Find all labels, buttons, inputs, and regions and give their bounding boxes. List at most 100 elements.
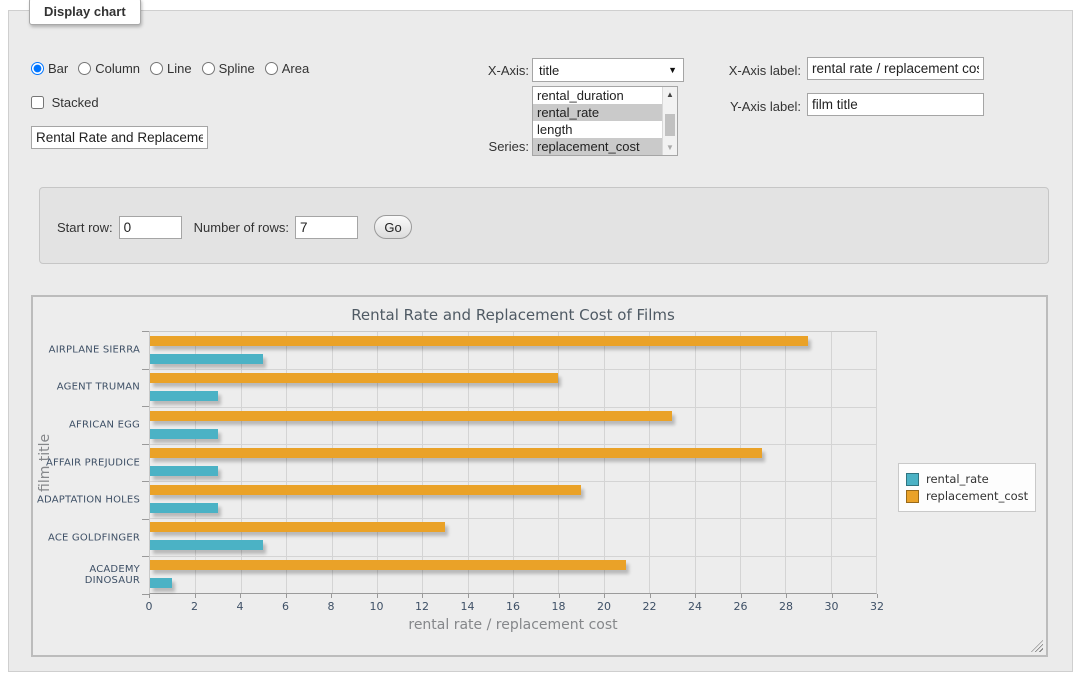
chart-type-option-column: Column	[78, 61, 140, 76]
category-label: AFRICAN EGG	[33, 419, 140, 430]
y-tick-mark	[142, 331, 149, 332]
start-row-label: Start row:	[57, 220, 113, 235]
bar-group-ace-goldfinger	[150, 518, 876, 555]
x-tick-label: 6	[282, 600, 289, 613]
x-tick-label: 16	[506, 600, 520, 613]
x-tick-label: 2	[191, 600, 198, 613]
chart-type-label: Bar	[48, 61, 68, 76]
display-chart-panel: Display chart BarColumnLineSplineArea St…	[8, 10, 1073, 672]
chart-type-option-area: Area	[265, 61, 309, 76]
x-tick-mark	[513, 594, 514, 598]
row-controls-panel: Start row: Number of rows: Go	[39, 187, 1049, 264]
scroll-down-icon[interactable]: ▼	[663, 140, 677, 155]
legend-swatch-rental_rate	[906, 473, 919, 486]
y-tick-mark	[142, 481, 149, 482]
bar-rental_rate[interactable]	[150, 391, 218, 401]
bar-replacement_cost[interactable]	[150, 336, 808, 346]
chart-type-option-spline: Spline	[202, 61, 255, 76]
x-tick-mark	[377, 594, 378, 598]
stacked-checkbox[interactable]	[31, 96, 44, 109]
x-tick-label: 20	[597, 600, 611, 613]
chart-title-input[interactable]	[31, 126, 208, 149]
x-tick-mark	[286, 594, 287, 598]
bar-replacement_cost[interactable]	[150, 373, 558, 383]
gridline-vertical	[876, 332, 877, 593]
x-tick-label: 12	[415, 600, 429, 613]
x-tick-mark	[195, 594, 196, 598]
x-axis-label-caption: X-Axis label:	[659, 63, 801, 78]
category-label: AIRPLANE SIERRA	[33, 344, 140, 355]
bar-group-airplane-sierra	[150, 332, 876, 369]
x-axis-select-label: X-Axis:	[439, 63, 529, 78]
y-tick-mark	[142, 594, 149, 595]
bar-rental_rate[interactable]	[150, 540, 263, 550]
category-label: AGENT TRUMAN	[33, 382, 140, 393]
x-tick-mark	[695, 594, 696, 598]
panel-title: Display chart	[29, 0, 141, 25]
chart-type-option-bar: Bar	[31, 61, 68, 76]
start-row-input[interactable]	[119, 216, 182, 239]
resize-handle-icon[interactable]	[1031, 640, 1043, 652]
chart-type-label: Area	[282, 61, 309, 76]
bar-replacement_cost[interactable]	[150, 411, 672, 421]
plot-area	[149, 331, 877, 594]
x-tick-label: 4	[237, 600, 244, 613]
y-tick-mark	[142, 369, 149, 370]
bar-replacement_cost[interactable]	[150, 560, 626, 570]
series-option-length[interactable]: length	[533, 121, 662, 138]
chart-type-radio-spline[interactable]	[202, 62, 215, 75]
chart-type-radio-line[interactable]	[150, 62, 163, 75]
num-rows-input[interactable]	[295, 216, 358, 239]
series-option-rental_rate[interactable]: rental_rate	[533, 104, 662, 121]
chart-type-radio-bar[interactable]	[31, 62, 44, 75]
scrollbar-thumb[interactable]	[665, 114, 675, 136]
y-tick-mark	[142, 444, 149, 445]
x-tick-mark	[741, 594, 742, 598]
chart-x-axis-title: rental rate / replacement cost	[149, 617, 877, 633]
legend-label: rental_rate	[926, 472, 989, 486]
chart-type-label: Spline	[219, 61, 255, 76]
bar-rental_rate[interactable]	[150, 354, 263, 364]
y-tick-mark	[142, 519, 149, 520]
y-axis-label-caption: Y-Axis label:	[659, 99, 801, 114]
bar-rental_rate[interactable]	[150, 503, 218, 513]
x-tick-mark	[832, 594, 833, 598]
series-listbox[interactable]: rental_durationrental_ratelengthreplacem…	[532, 86, 678, 156]
series-scrollbar[interactable]: ▲ ▼	[662, 87, 677, 155]
chart-type-radio-column[interactable]	[78, 62, 91, 75]
chart-legend: rental_rate replacement_cost	[898, 463, 1036, 512]
bar-rental_rate[interactable]	[150, 466, 218, 476]
bar-group-academy-dinosaur	[150, 556, 876, 593]
x-tick-label: 32	[870, 600, 884, 613]
y-axis-label-input[interactable]	[807, 93, 984, 116]
chart-type-option-line: Line	[150, 61, 192, 76]
bar-rental_rate[interactable]	[150, 578, 172, 588]
chart-type-radio-area[interactable]	[265, 62, 278, 75]
series-option-rental_duration[interactable]: rental_duration	[533, 87, 662, 104]
stacked-row: Stacked	[31, 95, 99, 110]
go-button[interactable]: Go	[374, 215, 412, 239]
bar-replacement_cost[interactable]	[150, 485, 581, 495]
series-option-replacement_cost[interactable]: replacement_cost	[533, 138, 662, 155]
category-label: ACE GOLDFINGER	[33, 532, 140, 543]
x-axis-selected-value: title	[539, 63, 668, 78]
bar-rental_rate[interactable]	[150, 429, 218, 439]
legend-label: replacement_cost	[926, 489, 1028, 503]
x-tick-label: 28	[779, 600, 793, 613]
chart-category-labels: AIRPLANE SIERRAAGENT TRUMANAFRICAN EGGAF…	[33, 331, 140, 594]
bar-replacement_cost[interactable]	[150, 522, 445, 532]
x-tick-label: 10	[370, 600, 384, 613]
series-select-label: Series:	[439, 139, 529, 154]
x-axis-label-input[interactable]	[807, 57, 984, 80]
x-tick-mark	[559, 594, 560, 598]
x-tick-label: 22	[643, 600, 657, 613]
stacked-label: Stacked	[31, 95, 99, 110]
chart-type-label: Line	[167, 61, 192, 76]
chart-container: Rental Rate and Replacement Cost of Film…	[31, 295, 1048, 657]
x-tick-label: 8	[328, 600, 335, 613]
chart-type-label: Column	[95, 61, 140, 76]
bar-replacement_cost[interactable]	[150, 448, 762, 458]
x-tick-label: 18	[552, 600, 566, 613]
x-tick-label: 24	[688, 600, 702, 613]
y-tick-mark	[142, 406, 149, 407]
